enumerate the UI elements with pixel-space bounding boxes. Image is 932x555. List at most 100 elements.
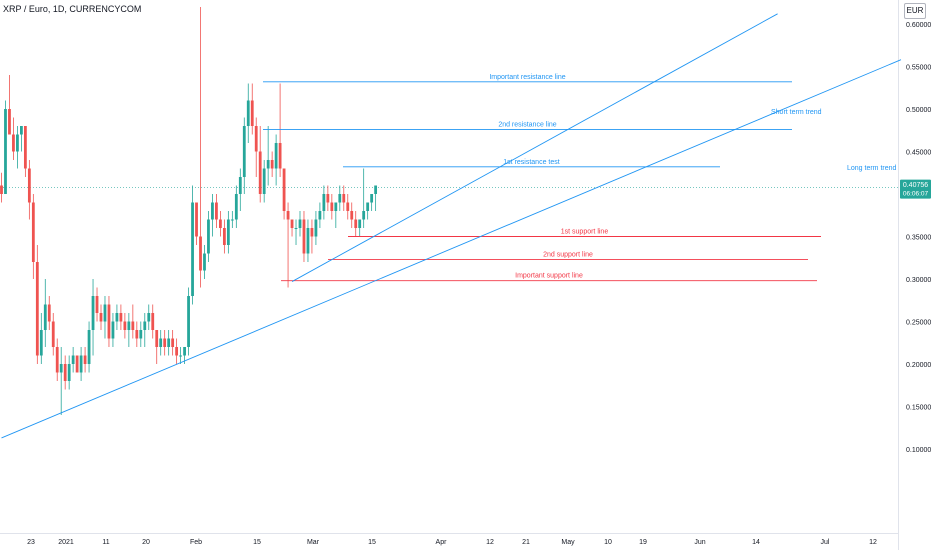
x-tick-label: 14 — [752, 539, 760, 546]
x-tick-label: 21 — [522, 539, 530, 546]
candle-body — [123, 321, 127, 330]
candle-body — [99, 313, 103, 322]
y-tick-label: 0.10000 — [906, 447, 931, 454]
y-tick-label: 0.45000 — [906, 150, 931, 157]
candle-body — [27, 168, 31, 203]
candle-body — [358, 219, 362, 228]
candle-body — [203, 253, 206, 271]
candle-body — [51, 321, 55, 347]
y-tick-label: 0.25000 — [906, 320, 931, 327]
candle-body — [242, 126, 246, 177]
candle-body — [143, 321, 147, 330]
candle-body — [226, 219, 230, 245]
candle-body — [55, 347, 59, 373]
candle-body — [155, 330, 159, 347]
resistance-line-label: 1st resistance test — [503, 159, 559, 166]
price-tag-countdown: 06:06:07 — [903, 191, 929, 198]
candle-body — [294, 228, 298, 229]
x-tick-label: 2021 — [58, 539, 74, 546]
candle-body — [67, 364, 71, 381]
candle-body — [63, 364, 67, 381]
candle-body — [274, 143, 278, 169]
x-tick-label: 11 — [102, 539, 109, 546]
support-line-label: 2nd support line — [543, 251, 593, 258]
candle-body — [306, 228, 310, 254]
x-tick-label: 23 — [27, 539, 35, 546]
candle-body — [282, 168, 286, 211]
y-tick-label: 0.20000 — [906, 362, 931, 369]
candle-body — [298, 219, 302, 228]
candle-body — [8, 109, 11, 135]
candle-body — [211, 202, 214, 220]
candle-body — [262, 168, 266, 194]
candle-body — [195, 202, 198, 237]
support-line-label: Important support line — [515, 273, 583, 280]
candle-body — [179, 355, 182, 357]
x-tick-label: 10 — [604, 539, 612, 546]
candle-body — [87, 330, 91, 364]
support-line-label: 1st support line — [561, 229, 609, 236]
candle-body — [83, 355, 87, 364]
trendline — [291, 13, 778, 282]
x-tick-label: Mar — [307, 539, 320, 546]
candle-body — [71, 355, 75, 364]
candle-body — [12, 134, 15, 152]
y-tick-label: 0.30000 — [906, 277, 931, 284]
candle-body — [234, 194, 238, 220]
candle-body — [191, 202, 194, 296]
candle-body — [135, 330, 139, 339]
candle-body — [318, 211, 322, 220]
candle-body — [286, 211, 290, 220]
candle-body — [219, 219, 222, 228]
candle-body — [23, 126, 27, 169]
chart-title: XRP / Euro, 1D, CURRENCYCOM — [3, 4, 142, 14]
candle-body — [238, 177, 242, 194]
candle-body — [159, 338, 163, 347]
candle-body — [39, 330, 43, 356]
y-tick-label: 0.15000 — [906, 405, 931, 412]
candle-body — [167, 338, 171, 347]
candle-body — [107, 304, 111, 339]
x-tick-label: 15 — [253, 539, 261, 546]
candle-body — [139, 330, 143, 339]
candle-body — [187, 296, 190, 347]
candle-body — [362, 211, 366, 220]
candle-body — [222, 228, 226, 245]
candle-body — [35, 262, 39, 356]
trendline — [1, 59, 902, 439]
x-tick-label: 15 — [368, 539, 376, 546]
candle-body — [131, 321, 135, 330]
candle-body — [4, 109, 7, 194]
candle-body — [334, 202, 338, 211]
x-tick-label: Feb — [190, 539, 202, 546]
currency-label[interactable]: EUR — [904, 3, 926, 19]
x-tick-label: 20 — [142, 539, 150, 546]
candle-body — [322, 194, 326, 211]
candle-body — [330, 202, 334, 211]
x-tick-label: Jun — [694, 539, 705, 546]
candle-body — [147, 313, 151, 322]
candle-body — [119, 313, 123, 322]
candle-body — [115, 313, 119, 322]
candle-body — [246, 100, 250, 126]
y-tick-label: 0.35000 — [906, 235, 931, 242]
candle-body — [266, 160, 270, 169]
candle-body — [171, 338, 175, 347]
candle-body — [326, 194, 330, 203]
x-tick-label: May — [561, 539, 575, 546]
candles-group — [0, 7, 378, 415]
candle-body — [342, 194, 346, 203]
candle-body — [374, 185, 378, 194]
candle-body — [127, 321, 131, 330]
candle-body — [338, 194, 342, 203]
candle-body — [16, 134, 19, 152]
candle-body — [79, 355, 83, 373]
candle-body — [370, 194, 374, 203]
trendline-label: Long term trend — [847, 165, 897, 172]
candle-body — [103, 304, 107, 322]
x-tick-label: 12 — [486, 539, 494, 546]
candle-body — [183, 347, 186, 356]
x-tick-label: 12 — [869, 539, 877, 546]
price-tag — [900, 179, 931, 199]
